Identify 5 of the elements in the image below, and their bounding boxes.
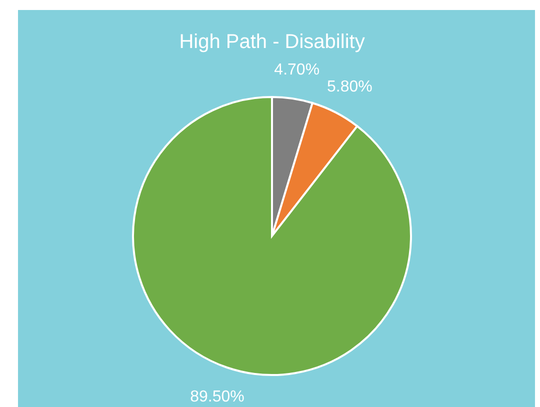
data-label: 89.50% <box>190 388 244 406</box>
data-label: 4.70% <box>274 61 320 78</box>
chart-title: High Path - Disability <box>179 31 365 53</box>
pie-slice <box>132 96 412 376</box>
data-label: 5.80% <box>326 78 372 96</box>
